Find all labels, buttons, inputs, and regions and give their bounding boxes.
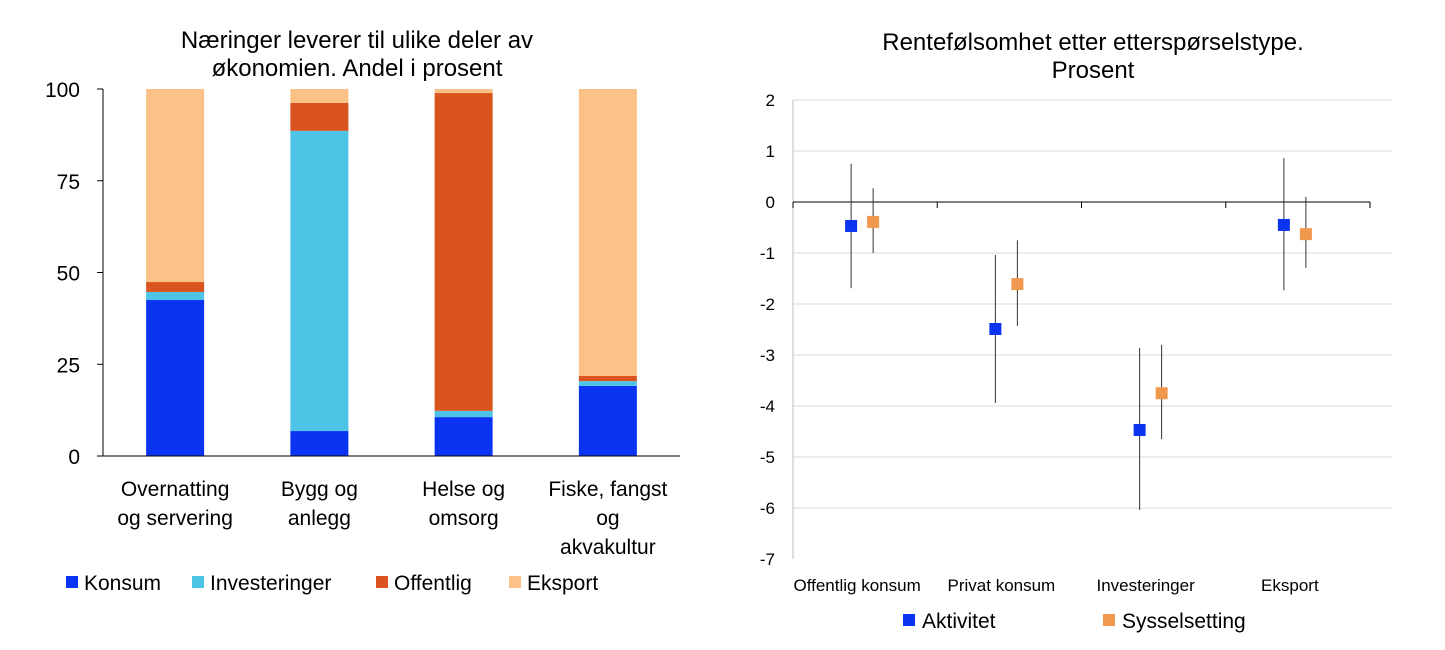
legend-label: Sysselsetting [1122, 610, 1246, 633]
bar-segment-investeringer [290, 130, 349, 432]
y-tick-label: 25 [57, 354, 80, 377]
bar-segment-konsum [146, 300, 205, 456]
y-tick-label: 0 [68, 446, 80, 469]
left-chart-title: økonomien. Andel i prosent [212, 55, 503, 82]
x-tick-label: anlegg [288, 507, 351, 530]
legend-label: Investeringer [210, 572, 331, 595]
x-tick-label: Helse og [422, 478, 505, 501]
x-tick-label: akvakultur [560, 536, 656, 559]
y-tick-label: -1 [760, 244, 775, 263]
bar-segment-offentlig [434, 93, 493, 411]
y-tick-label: 2 [766, 91, 775, 110]
x-tick-label: og [596, 507, 619, 530]
legend-label: Eksport [527, 572, 598, 595]
x-tick-label: og servering [117, 507, 233, 530]
point-sysselsetting [867, 215, 880, 228]
y-tick-label: -6 [760, 499, 775, 518]
y-tick-label: 1 [766, 142, 775, 161]
y-tick-label: -7 [760, 550, 775, 569]
legend-swatch [509, 576, 521, 588]
point-sysselsetting [1155, 387, 1168, 400]
bar-segment-eksport [146, 89, 205, 283]
legend-label: Aktivitet [922, 610, 996, 633]
y-tick-label: -5 [760, 448, 775, 467]
x-tick-label: Offentlig konsum [793, 576, 920, 595]
x-tick-label: Overnatting [121, 478, 230, 501]
point-aktivitet [845, 219, 858, 232]
point-aktivitet [989, 322, 1002, 335]
bar-segment-investeringer [146, 291, 205, 301]
legend-swatch [66, 576, 78, 588]
bar-segment-investeringer [578, 381, 637, 386]
x-tick-label: Privat konsum [948, 576, 1056, 595]
point-sysselsetting [1011, 278, 1024, 291]
x-tick-label: Eksport [1261, 576, 1319, 595]
point-sysselsetting [1299, 228, 1312, 241]
legend-swatch [903, 614, 915, 626]
point-aktivitet [1133, 423, 1146, 436]
y-tick-label: -3 [760, 346, 775, 365]
bar-segment-investeringer [434, 410, 493, 418]
legend-label: Konsum [84, 572, 161, 595]
y-tick-label: 75 [57, 171, 80, 194]
y-tick-label: 50 [57, 263, 80, 286]
bar-segment-eksport [578, 89, 637, 376]
bar-segment-offentlig [146, 282, 205, 292]
x-tick-label: Fiske, fangst [548, 478, 667, 501]
bar-segment-eksport [290, 89, 349, 103]
y-tick-label: -4 [760, 397, 775, 416]
x-tick-label: omsorg [429, 507, 499, 530]
bar-segment-konsum [434, 417, 493, 456]
bar-segment-konsum [290, 431, 349, 456]
y-tick-label: 100 [45, 79, 80, 102]
x-tick-label: Bygg og [281, 478, 358, 501]
right-chart-title: Rentefølsomhet etter etterspørselstype. [882, 29, 1304, 56]
legend-swatch [1103, 614, 1115, 626]
right-chart-title: Prosent [1052, 57, 1135, 84]
left-chart-title: Næringer leverer til ulike deler av [181, 27, 533, 54]
bar-segment-eksport [434, 89, 493, 94]
y-tick-label: -2 [760, 295, 775, 314]
point-aktivitet [1277, 218, 1290, 231]
bar-segment-offentlig [290, 102, 349, 131]
legend-label: Offentlig [394, 572, 472, 595]
legend-swatch [192, 576, 204, 588]
bar-segment-konsum [578, 385, 637, 456]
legend-swatch [376, 576, 388, 588]
y-tick-label: 0 [766, 193, 775, 212]
bar-segment-offentlig [578, 375, 637, 382]
x-tick-label: Investeringer [1096, 576, 1195, 595]
